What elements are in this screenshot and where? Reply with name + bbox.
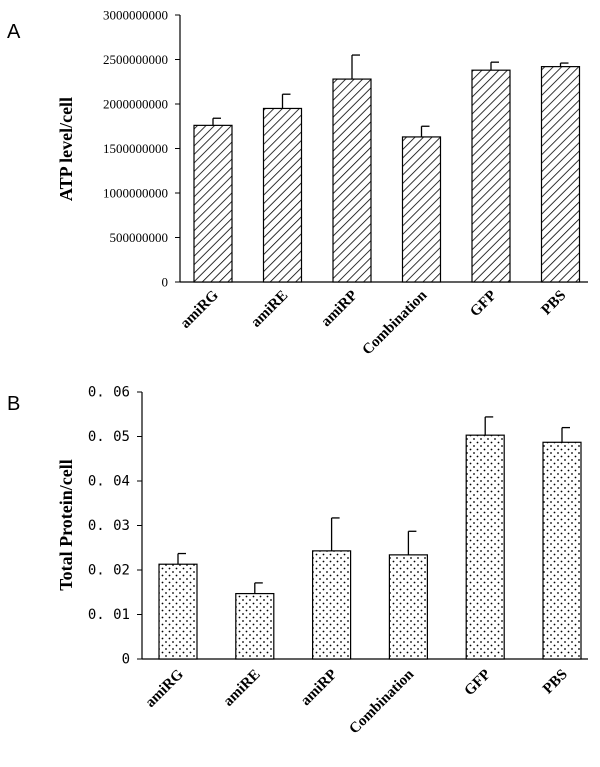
category-label-amirg: amiRG — [143, 666, 188, 711]
category-label-combination: Combination — [359, 287, 430, 358]
y-axis-title: ATP level/cell — [56, 97, 76, 201]
y-tick-label: 0. 06 — [88, 385, 130, 401]
y-tick-label: 2000000000 — [103, 97, 168, 112]
category-label-pbs: PBS — [540, 667, 571, 698]
bar-amire — [262, 107, 303, 283]
y-tick-label: 0. 01 — [88, 607, 130, 623]
category-label-amire: amiRE — [220, 667, 263, 710]
bar-amirp — [332, 78, 372, 283]
category-label-amirp: amiRP — [298, 667, 341, 710]
y-tick-label: 2500000000 — [103, 52, 168, 67]
bar-combination — [388, 554, 428, 660]
category-label-amirp: amiRP — [318, 288, 361, 331]
category-label-amire: amiRE — [248, 288, 291, 331]
y-tick-label: 1000000000 — [103, 186, 168, 201]
y-tick-label: 1500000000 — [103, 141, 168, 156]
y-tick-label: 0. 05 — [88, 429, 130, 445]
bar-gfp — [465, 434, 505, 660]
y-tick-label: 3000000000 — [103, 8, 168, 23]
y-tick-label: 0. 02 — [88, 563, 130, 579]
y-tick-label: 0 — [162, 275, 169, 290]
y-tick-label: 0. 04 — [88, 474, 130, 490]
bar-amire — [235, 592, 275, 660]
bar-combination — [401, 136, 442, 283]
y-tick-label: 0 — [122, 652, 130, 668]
category-label-pbs: PBS — [539, 288, 570, 319]
panel-label-b: B — [7, 393, 20, 415]
panel-label-a: A — [7, 21, 21, 43]
bar-pbs — [540, 66, 581, 283]
bar-amirg — [158, 563, 198, 660]
bar-gfp — [471, 69, 511, 283]
y-tick-label: 500000000 — [110, 230, 169, 245]
bar-amirg — [193, 124, 233, 283]
chart-total-protein: 0 0. 01 0. 02 0. 03 0. 04 0. 05 0. 06 amiRG amiR… — [56, 385, 588, 737]
category-label-gfp: GFP — [462, 667, 495, 700]
y-axis-title: Total Protein/cell — [56, 459, 76, 590]
bar-pbs — [542, 441, 582, 660]
category-label-amirg: amiRG — [178, 287, 223, 332]
chart-atp-level: 0 500000000 1000000000 1500000000 2000000000… — [56, 8, 588, 358]
y-tick-label: 0. 03 — [88, 518, 130, 534]
category-label-combination: Combination — [346, 666, 417, 737]
category-label-gfp: GFP — [467, 288, 500, 321]
bar-amirp — [312, 550, 352, 660]
